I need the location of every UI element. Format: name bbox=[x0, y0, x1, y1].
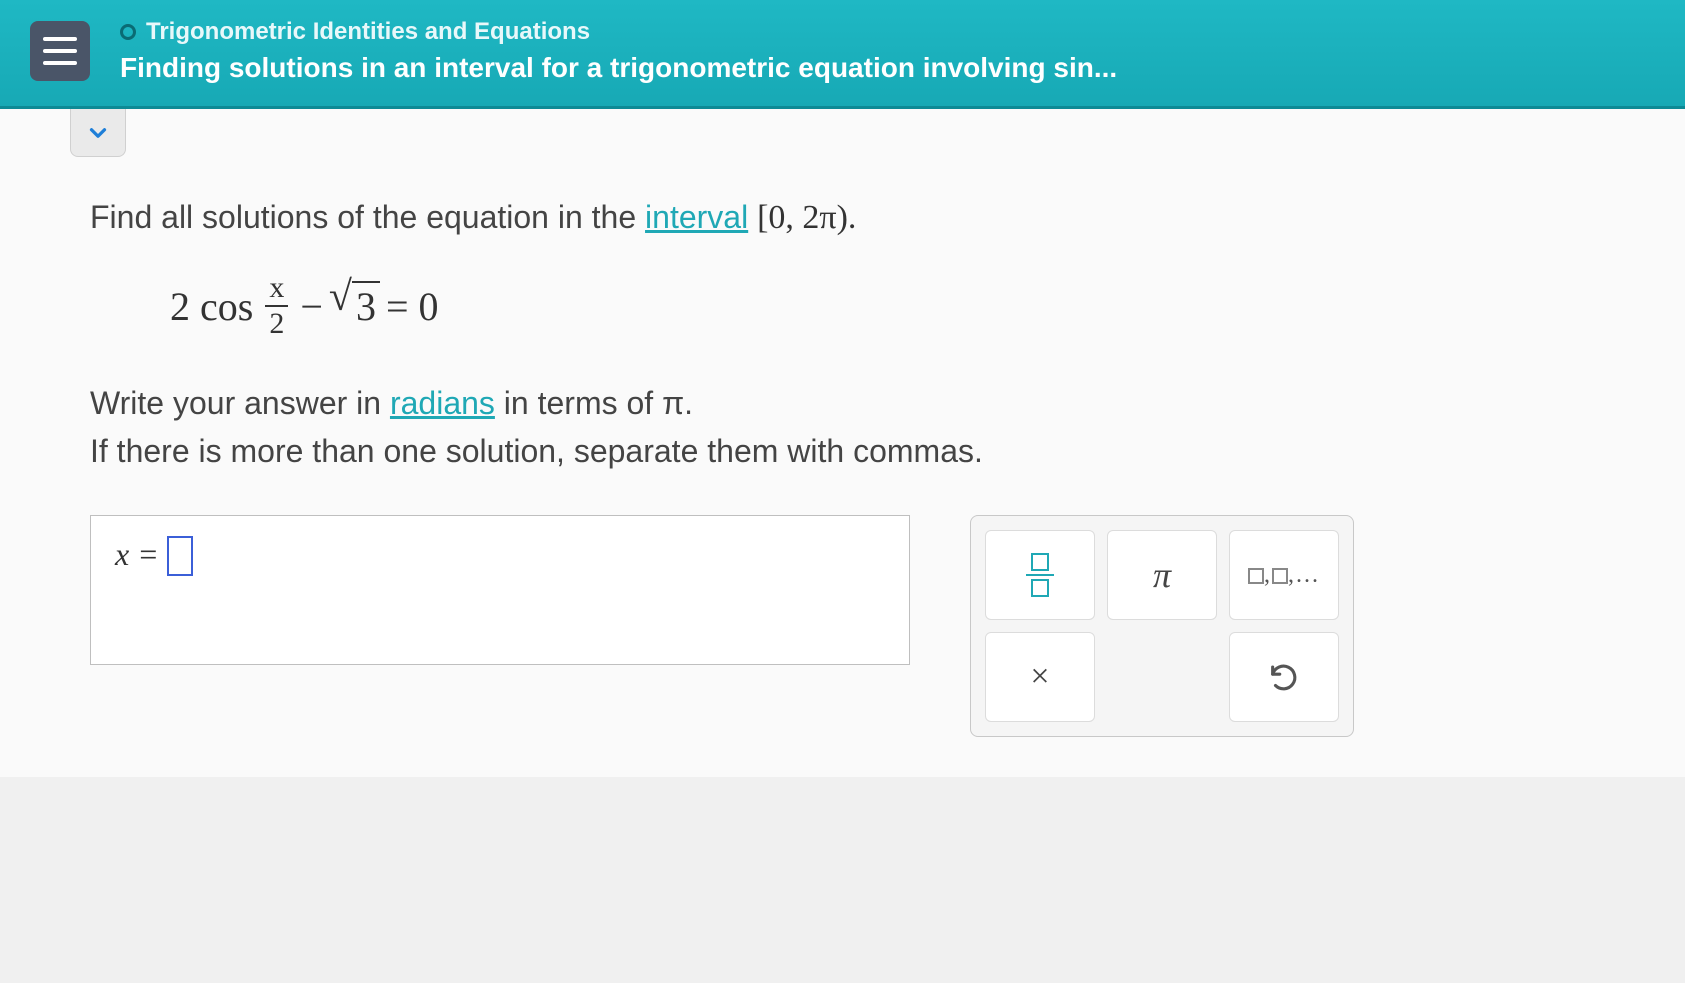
header-text: Trigonometric Identities and Equations F… bbox=[120, 18, 1117, 84]
eq-coeff: 2 cos bbox=[170, 283, 253, 330]
answer-row: x = π ,,... × bbox=[90, 515, 1595, 737]
eq-sqrt: √ 3 bbox=[329, 281, 380, 331]
eq-frac-num: x bbox=[265, 273, 288, 307]
instr-line2: If there is more than one solution, sepa… bbox=[90, 433, 983, 469]
key-times[interactable]: × bbox=[985, 632, 1095, 722]
content-area: Find all solutions of the equation in th… bbox=[0, 109, 1685, 777]
page-title: Finding solutions in an interval for a t… bbox=[120, 52, 1117, 84]
equation-display: 2 cos x 2 − √ 3 = 0 bbox=[170, 273, 1595, 339]
key-empty bbox=[1107, 632, 1217, 722]
eq-minus: − bbox=[300, 283, 323, 330]
interval-link[interactable]: interval bbox=[645, 199, 748, 235]
key-undo[interactable] bbox=[1229, 632, 1339, 722]
answer-placeholder-box[interactable] bbox=[167, 536, 193, 576]
key-list[interactable]: ,,... bbox=[1229, 530, 1339, 620]
question-area: Find all solutions of the equation in th… bbox=[90, 109, 1595, 737]
radians-link[interactable]: radians bbox=[390, 385, 495, 421]
answer-label: x = bbox=[115, 536, 159, 573]
eq-frac-den: 2 bbox=[269, 307, 284, 339]
app-header: Trigonometric Identities and Equations F… bbox=[0, 0, 1685, 109]
answer-instructions: Write your answer in radians in terms of… bbox=[90, 379, 1595, 475]
key-pi[interactable]: π bbox=[1107, 530, 1217, 620]
eq-equals: = 0 bbox=[386, 283, 439, 330]
breadcrumb: Trigonometric Identities and Equations bbox=[120, 18, 1117, 46]
times-icon: × bbox=[1030, 658, 1049, 696]
instr-pre: Write your answer in bbox=[90, 385, 390, 421]
eq-fraction: x 2 bbox=[265, 273, 288, 339]
prompt-prefix: Find all solutions of the equation in th… bbox=[90, 199, 645, 235]
sqrt-icon: √ bbox=[329, 281, 352, 315]
answer-input[interactable]: x = bbox=[90, 515, 910, 665]
interval-display: [0, 2π). bbox=[757, 199, 856, 236]
menu-button[interactable] bbox=[30, 21, 90, 81]
list-icon: ,,... bbox=[1248, 562, 1320, 589]
undo-icon bbox=[1267, 660, 1301, 694]
key-fraction[interactable] bbox=[985, 530, 1095, 620]
fraction-icon bbox=[1026, 553, 1054, 597]
pi-icon: π bbox=[1153, 554, 1171, 596]
breadcrumb-dot-icon bbox=[120, 24, 136, 40]
question-prompt: Find all solutions of the equation in th… bbox=[90, 199, 1595, 237]
instr-post: in terms of π. bbox=[495, 385, 693, 421]
math-keypad: π ,,... × bbox=[970, 515, 1354, 737]
chevron-down-icon bbox=[85, 120, 111, 146]
breadcrumb-label: Trigonometric Identities and Equations bbox=[146, 18, 590, 46]
eq-sqrt-arg: 3 bbox=[352, 281, 380, 331]
collapse-toggle[interactable] bbox=[70, 109, 126, 157]
